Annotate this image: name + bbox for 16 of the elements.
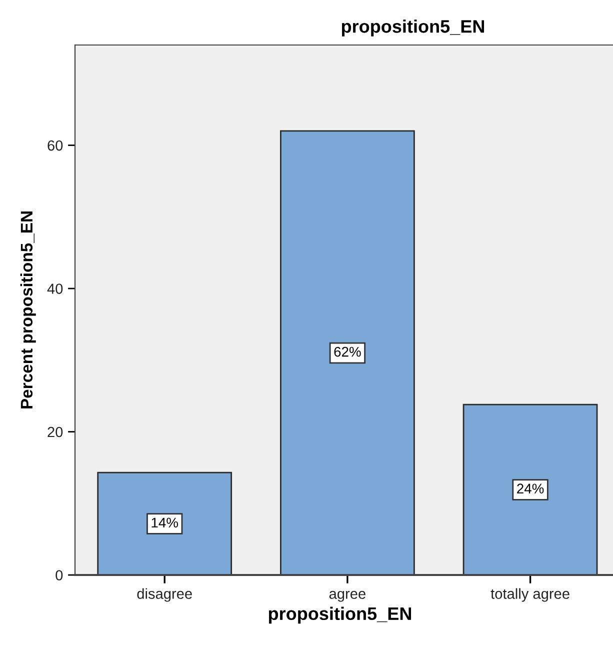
y-tick-label: 0	[56, 570, 63, 580]
bar	[280, 130, 415, 575]
chart-title: proposition5_EN	[342, 20, 484, 36]
x-axis-title: proposition5_EN	[268, 606, 412, 624]
data-label: 62%	[334, 346, 361, 357]
x-tick-label: disagree	[137, 588, 192, 602]
y-tick-label: 20	[48, 426, 63, 438]
x-tick-label: totally agree	[490, 588, 570, 602]
y-axis-title: Percent proposition5_EN	[20, 212, 36, 408]
data-label: 24%	[517, 484, 544, 494]
bar	[97, 472, 232, 575]
x-tick-label: agree	[329, 590, 366, 602]
y-tick-label: 60	[48, 140, 63, 151]
bar	[462, 404, 598, 575]
data-label: 14%	[152, 518, 178, 528]
y-tick-label: 40	[47, 284, 63, 294]
